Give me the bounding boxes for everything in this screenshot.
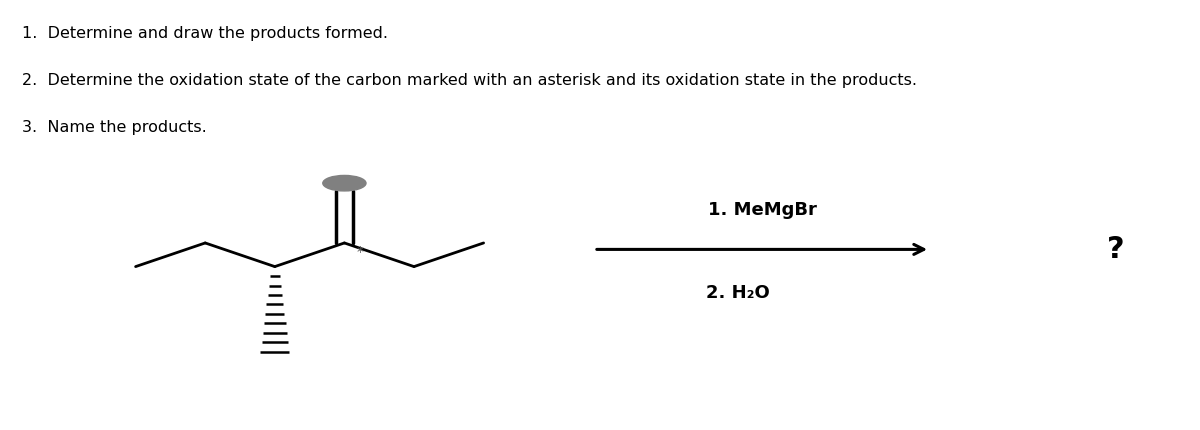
Text: 1. MeMgBr: 1. MeMgBr <box>708 201 816 219</box>
Text: ?: ? <box>1108 235 1124 264</box>
Text: 1.  Determine and draw the products formed.: 1. Determine and draw the products forme… <box>22 26 388 41</box>
Circle shape <box>323 175 366 191</box>
Text: 2.  Determine the oxidation state of the carbon marked with an asterisk and its : 2. Determine the oxidation state of the … <box>22 73 917 88</box>
Text: *: * <box>356 245 364 259</box>
Text: 2. H₂O: 2. H₂O <box>706 284 770 302</box>
Text: 3.  Name the products.: 3. Name the products. <box>22 120 206 135</box>
